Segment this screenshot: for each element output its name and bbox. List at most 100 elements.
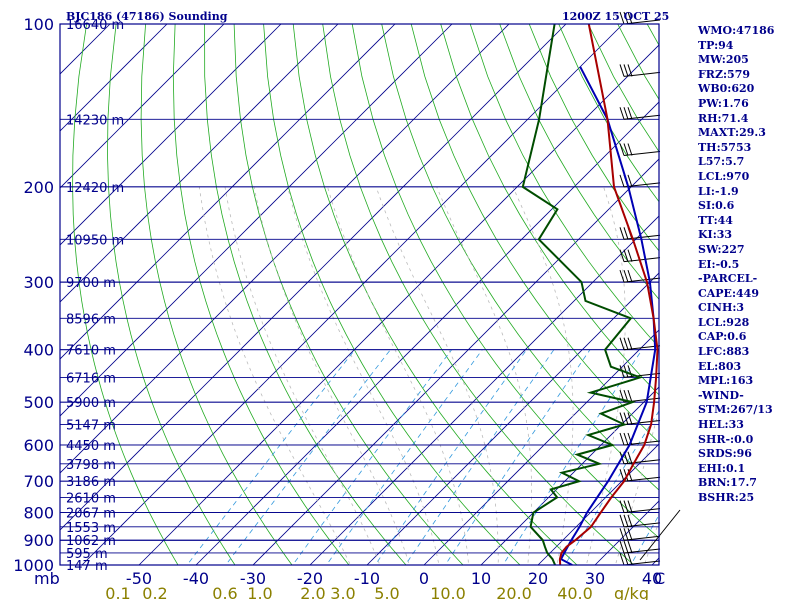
wind-barb-feather [619, 432, 625, 446]
index-item: BRN:17.7 [698, 476, 757, 490]
height-label: 2610 m [66, 491, 116, 506]
wind-barb-feather [619, 469, 625, 482]
wind-barb-feather [619, 552, 625, 566]
isotherm-line [60, 24, 396, 360]
height-label: 16640 m [66, 18, 124, 33]
isotherm-line [60, 24, 339, 303]
height-label: 14230 m [66, 113, 124, 128]
index-item: SW:227 [698, 242, 745, 256]
wind-barb-feather [627, 552, 633, 566]
wind-barb-feather [627, 269, 633, 283]
temperature-line [558, 24, 659, 565]
wind-barb-feather [627, 514, 633, 527]
index-item: LFC:883 [698, 345, 750, 359]
index-item: SI:0.6 [698, 199, 735, 213]
wind-barb-feather [623, 432, 629, 446]
wind-barb-feather [619, 64, 625, 77]
height-label: 147 m [66, 559, 108, 574]
wind-barb-feather [627, 365, 633, 378]
dry-adiabat-line [351, 24, 659, 539]
wind-barb-feather [623, 107, 629, 120]
wind-barb-feather [627, 500, 633, 513]
wind-barb-feather [619, 412, 625, 425]
moist-adiabat-line [614, 408, 659, 565]
index-item: EI:-0.5 [698, 257, 740, 271]
height-label: 1062 m [66, 534, 116, 549]
wind-barb [623, 459, 661, 465]
dry-adiabat-line [469, 24, 659, 348]
index-item: EHI:0.1 [698, 461, 746, 475]
chart-title: BJC186 (47186) Sounding [66, 10, 228, 23]
wind-barb-feather [619, 143, 625, 156]
moist-adiabat-line [436, 186, 532, 565]
temperature-unit-label: C [654, 569, 665, 588]
index-item: TH:5753 [698, 140, 752, 154]
mixing-ratio-line [292, 349, 452, 565]
wind-barb-feather [619, 528, 625, 541]
index-item: -WIND- [698, 388, 744, 402]
index-item: PW:1.76 [698, 96, 749, 110]
mixing-ratio-line [444, 349, 591, 565]
mixing-ratio-label: 2.0 [300, 584, 325, 600]
wind-barb-feather [619, 500, 625, 513]
dry-adiabat-line [322, 24, 635, 565]
temperature-tick-label: 20 [528, 569, 548, 588]
index-item: WB0:620 [698, 82, 755, 96]
temperature-tick-label: -10 [354, 569, 380, 588]
height-label: 6716 m [66, 371, 116, 386]
index-item: EL:803 [698, 359, 742, 373]
axis-labels: 16640 m 14230 m 12420 m 10950 m 9700 m 8596 m… [13, 15, 662, 600]
height-label: 1553 m [66, 521, 116, 536]
temperature-tick-label: 0 [419, 569, 429, 588]
wind-barb-feather [623, 514, 629, 527]
moist-adiabat-line [224, 186, 381, 565]
wind-barb-feather [623, 11, 629, 25]
height-label: 3186 m [66, 475, 116, 490]
index-item: RH:71.4 [698, 111, 749, 125]
wind-barb-feather [623, 143, 629, 156]
wind-barb [623, 420, 661, 426]
moist-adiabat-line [643, 520, 659, 565]
mixing-ratio-label: 40.0 [557, 584, 593, 600]
height-label: 5147 m [66, 419, 116, 434]
index-item: CAPE:449 [698, 286, 759, 300]
wind-barb-feather [623, 269, 629, 283]
index-item: LCL:970 [698, 169, 750, 183]
index-item: HEL:33 [698, 418, 744, 432]
isotherm-line [60, 24, 225, 189]
isotherm-line [60, 24, 567, 531]
dewpoint-line [521, 24, 644, 565]
dry-adiabat-line [140, 24, 293, 565]
dry-adiabat-line [107, 24, 236, 565]
mixing-ratio-label: 0.1 [105, 584, 130, 600]
isotherm-line [480, 386, 659, 565]
index-item: MAXT:29.3 [698, 126, 766, 140]
mixing-ratio-label: 0.6 [212, 584, 237, 600]
wind-barb-feather [623, 469, 629, 482]
isotherm-line [423, 329, 659, 565]
wind-barb-feather [627, 389, 633, 403]
mixing-ratio-label: 1.0 [247, 584, 272, 600]
indices-panel: WMO:47186 TP:94 MW:205 FRZ:579 WB0:620 PW:1.7… [698, 24, 798, 506]
wind-barb [623, 372, 661, 378]
wind-barb-feather [627, 107, 633, 120]
storm-motion-arrow [639, 509, 681, 561]
wind-barb-feather [623, 337, 629, 350]
wind-barb-feather [619, 11, 625, 25]
wind-barb-feather [627, 11, 633, 25]
index-item: MW:205 [698, 53, 749, 67]
index-item: LCL:928 [698, 315, 750, 329]
wind-barb-feather [623, 552, 629, 566]
isotherm-line [138, 44, 659, 565]
height-label: 595 m [66, 547, 108, 562]
dry-adiabat-line [440, 24, 659, 396]
wind-barb-feather [623, 540, 629, 554]
mixing-ratio-line [404, 349, 555, 565]
height-label: 2067 m [66, 507, 116, 522]
pressure-label: 700 [23, 472, 54, 491]
isotherm-line [60, 24, 168, 132]
dry-adiabat-line [528, 24, 659, 252]
mixing-ratio-unit-label: g/kg [614, 584, 649, 600]
wind-barb [623, 535, 661, 541]
